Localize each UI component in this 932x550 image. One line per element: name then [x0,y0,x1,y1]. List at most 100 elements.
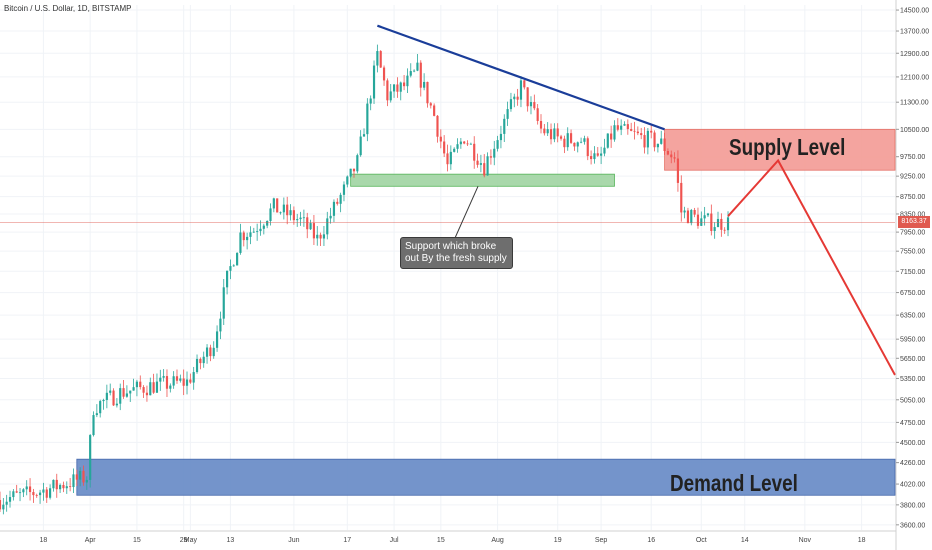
candle-body [192,372,195,383]
candle-body [119,388,122,404]
candle-body [122,388,125,397]
candle-body [219,318,222,332]
candle-body [165,376,169,389]
candle-body [726,217,730,231]
candle-body [419,62,422,88]
time-tick-label: 19 [554,537,562,544]
candle-body [423,81,426,88]
candle-body [703,215,706,219]
candle-body [262,225,265,229]
candle-body [52,479,55,489]
candle-body [179,378,182,381]
candle-body [105,392,108,400]
candle-body [132,387,135,391]
candle-body [593,153,596,160]
candle-body [676,158,680,183]
candle-body [12,491,15,498]
candle-body [256,231,259,232]
price-tick-label: 13700.00 [900,29,929,36]
candle-body [329,215,332,219]
candle-body [546,129,549,134]
candle-body [266,221,269,226]
candle-body [456,144,459,149]
annotation-lines [0,24,896,376]
candle-body [413,70,416,72]
candle-body [115,403,118,406]
candle-body [319,234,322,239]
candle-body [129,390,132,394]
price-tick-label: 8350.00 [900,211,925,218]
price-tick-label: 8750.00 [900,194,925,201]
candle-body [239,232,242,253]
candle-body [35,495,38,496]
candle-body [509,99,513,110]
candle-body [396,84,399,92]
candle-body [476,160,479,165]
candle-body [309,223,312,230]
candle-body [336,201,339,204]
candle-body [22,489,25,493]
candle-body [409,71,412,76]
candle-body [112,390,115,406]
candle-body [316,234,319,239]
candle-body [322,234,326,239]
candle-body [426,81,429,104]
time-tick-label: 15 [437,537,445,544]
candle-body [539,120,543,129]
candle-body [242,232,245,241]
candle-body [496,140,499,149]
candle-body [620,125,623,130]
candle-body [630,129,633,131]
candle-body [366,103,369,135]
candle-body [296,219,299,221]
candle-body [503,118,506,134]
candle-body [62,484,65,489]
candle-body [479,163,482,165]
candle-body [680,182,683,213]
candle-body [399,82,402,92]
price-tick-label: 6750.00 [900,290,925,297]
candle-body [205,347,209,357]
price-tick-label: 4750.00 [900,420,925,427]
candle-body [392,84,396,92]
price-tick-label: 3800.00 [900,502,925,509]
candle-body [209,347,212,357]
last-price-tag: 8163.37 [898,216,930,229]
candle-body [82,470,85,483]
price-tick-label: 12900.00 [900,51,929,58]
candle-body [212,347,215,357]
candle-body [299,217,302,220]
candle-body [169,385,172,389]
candle-body [175,376,179,381]
candle-body [79,470,82,480]
candle-body [640,133,643,136]
candle-body [443,141,446,154]
candle-body [673,157,676,159]
candle-body [713,227,716,231]
candle-body [663,138,666,152]
candle-body [302,217,305,219]
candle-body [202,356,205,364]
candle-body [636,131,639,134]
candle-body [583,138,586,142]
candle-body [686,210,690,224]
candle-body [463,141,466,144]
candle-body [449,151,452,165]
price-tick-label: 9250.00 [900,174,925,181]
price-tick-label: 5350.00 [900,376,925,383]
candle-body [376,51,379,66]
candle-body [342,184,346,195]
price-tick-label: 12100.00 [900,74,929,81]
price-tick-label: 3600.00 [900,522,925,529]
candle-body [289,210,292,216]
candle-body [75,474,78,480]
candle-body [556,128,559,137]
candle-body [382,67,386,81]
candle-body [623,124,626,126]
candle-body [723,229,726,231]
zone-support [350,173,615,187]
time-tick-label: 14 [741,537,749,544]
candle-body [369,98,372,104]
time-tick-label: 29 [180,537,188,544]
candle-body [690,209,693,224]
